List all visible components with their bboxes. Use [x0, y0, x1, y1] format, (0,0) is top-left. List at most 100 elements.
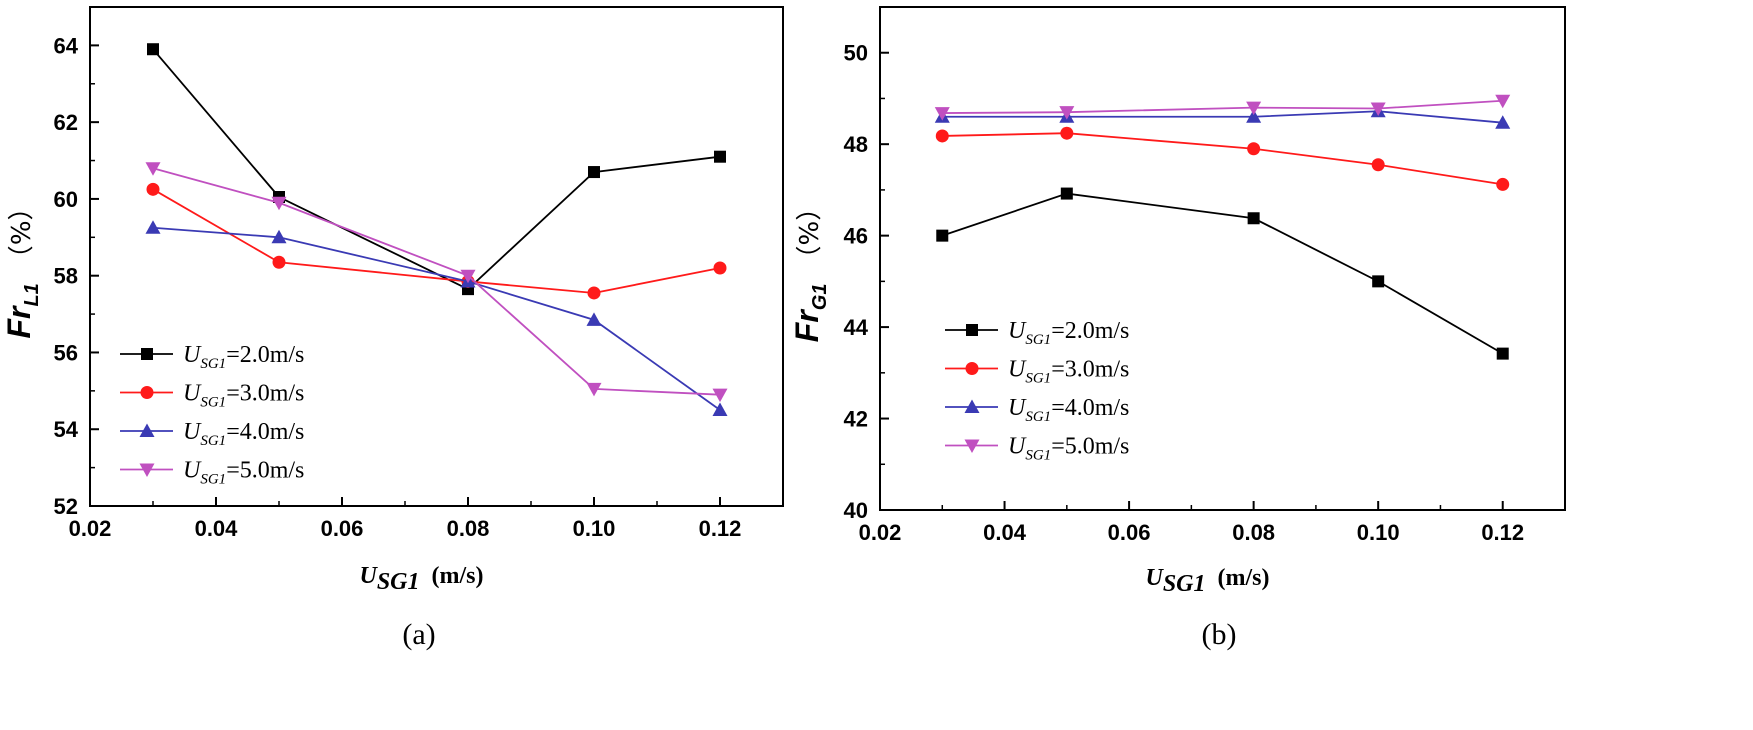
series-line — [152, 188, 721, 294]
x-tick-label: 0.06 — [321, 516, 364, 541]
legend-value: =2.0m/s — [1051, 318, 1129, 344]
legend-entry: USG1=3.0m/s — [183, 381, 304, 411]
legend-swatch-marker — [966, 324, 978, 336]
legend-entry: USG1=5.0m/s — [1008, 434, 1129, 464]
data-point — [934, 107, 950, 121]
data-point — [1496, 347, 1509, 360]
data-point — [1370, 102, 1386, 117]
legend-entry: USG1=3.0m/s — [1008, 357, 1129, 387]
data-point — [272, 255, 286, 269]
x-axis-label: USG1 (m/s) — [359, 563, 483, 595]
x-tick-label: 0.10 — [1357, 520, 1400, 545]
panel-caption: (b) — [1202, 618, 1237, 651]
series-0 — [147, 43, 726, 296]
legend-var: U — [1008, 434, 1027, 460]
legend-var: U — [1008, 318, 1027, 344]
legend: USG1=2.0m/sUSG1=3.0m/sUSG1=4.0m/sUSG1=5.… — [120, 342, 304, 488]
series-3 — [145, 162, 728, 403]
legend-entry: USG1=5.0m/s — [183, 458, 304, 488]
legend-sub: SG1 — [1025, 371, 1051, 387]
y-axis-label-sub: G1 — [809, 284, 831, 311]
legend-swatch-marker — [964, 439, 980, 453]
data-point — [713, 261, 727, 275]
legend-sub: SG1 — [200, 356, 226, 372]
legend-var: U — [1008, 395, 1027, 421]
legend-sub: SG1 — [1025, 448, 1051, 464]
data-point — [145, 162, 161, 176]
x-axis-label-main: U — [1145, 565, 1164, 591]
legend-sub: SG1 — [1025, 409, 1051, 425]
y-axis-label-main: Fr — [789, 309, 825, 343]
y-axis-label-unit: （%） — [7, 194, 37, 271]
y-tick-label: 40 — [844, 498, 868, 523]
x-tick-label: 0.06 — [1108, 520, 1151, 545]
series-3 — [934, 94, 1511, 121]
data-point — [1495, 115, 1511, 129]
legend-entry: USG1=4.0m/s — [183, 419, 304, 449]
legend-var: U — [183, 419, 202, 445]
data-point — [1247, 212, 1260, 225]
data-point — [712, 402, 728, 417]
series-line — [942, 132, 1503, 186]
legend-value: =3.0m/s — [226, 381, 304, 407]
legend: USG1=2.0m/sUSG1=3.0m/sUSG1=4.0m/sUSG1=5.… — [945, 318, 1129, 464]
data-point — [1496, 177, 1510, 191]
y-tick-label: 52 — [54, 494, 78, 519]
panel-caption: (a) — [402, 618, 435, 651]
legend-value: =5.0m/s — [226, 458, 304, 484]
legend-value: =3.0m/s — [1051, 357, 1129, 383]
x-axis-label-sub: SG1 — [1163, 571, 1206, 597]
x-tick-label: 0.12 — [699, 516, 742, 541]
legend-swatch-marker — [140, 386, 154, 399]
data-point — [587, 286, 601, 300]
x-tick-label: 0.08 — [1232, 520, 1275, 545]
series-line — [152, 48, 721, 291]
data-point — [935, 129, 949, 143]
legend-value: =5.0m/s — [1051, 434, 1129, 460]
x-tick-label: 0.12 — [1481, 520, 1524, 545]
y-tick-label: 64 — [54, 33, 79, 58]
legend-swatch-marker — [964, 399, 980, 413]
y-axis-label: FrL1 （%） — [1, 194, 43, 338]
data-point — [145, 220, 161, 234]
series-1 — [146, 182, 727, 300]
y-axis-label-main: Fr — [1, 305, 37, 339]
data-point — [460, 269, 476, 284]
x-axis-label-unit: (m/s) — [432, 563, 484, 589]
legend-var: U — [183, 342, 202, 368]
y-tick-label: 42 — [844, 407, 868, 432]
y-tick-label: 58 — [54, 264, 78, 289]
legend-sub: SG1 — [200, 433, 226, 449]
y-tick-label: 44 — [844, 315, 869, 340]
x-axis-label-unit: (m/s) — [1218, 565, 1270, 591]
x-tick-label: 0.02 — [859, 520, 902, 545]
y-tick-label: 56 — [54, 340, 78, 365]
data-point — [271, 196, 287, 211]
plot-frame — [879, 6, 1566, 511]
legend-swatch-marker — [141, 348, 153, 360]
y-axis-label-sub: L1 — [21, 283, 43, 306]
legend-value: =2.0m/s — [226, 342, 304, 368]
legend-var: U — [1008, 357, 1027, 383]
x-axis-label: USG1 (m/s) — [1145, 565, 1269, 597]
y-tick-label: 62 — [54, 110, 78, 135]
x-tick-label: 0.04 — [195, 516, 239, 541]
legend-value: =4.0m/s — [226, 419, 304, 445]
legend-var: U — [183, 381, 202, 407]
x-axis-label-main: U — [359, 563, 378, 589]
data-point — [1060, 126, 1074, 140]
data-point — [586, 382, 602, 397]
data-point — [1372, 275, 1385, 288]
data-point — [271, 229, 287, 244]
data-point — [1246, 101, 1262, 116]
series-line — [941, 192, 1504, 355]
plot-frame — [89, 6, 784, 507]
series-line — [942, 99, 1503, 114]
y-tick-label: 48 — [844, 132, 868, 157]
legend-entry: USG1=2.0m/s — [1008, 318, 1129, 348]
data-point — [1247, 142, 1261, 156]
data-point — [586, 312, 602, 326]
y-tick-label: 50 — [844, 41, 868, 66]
